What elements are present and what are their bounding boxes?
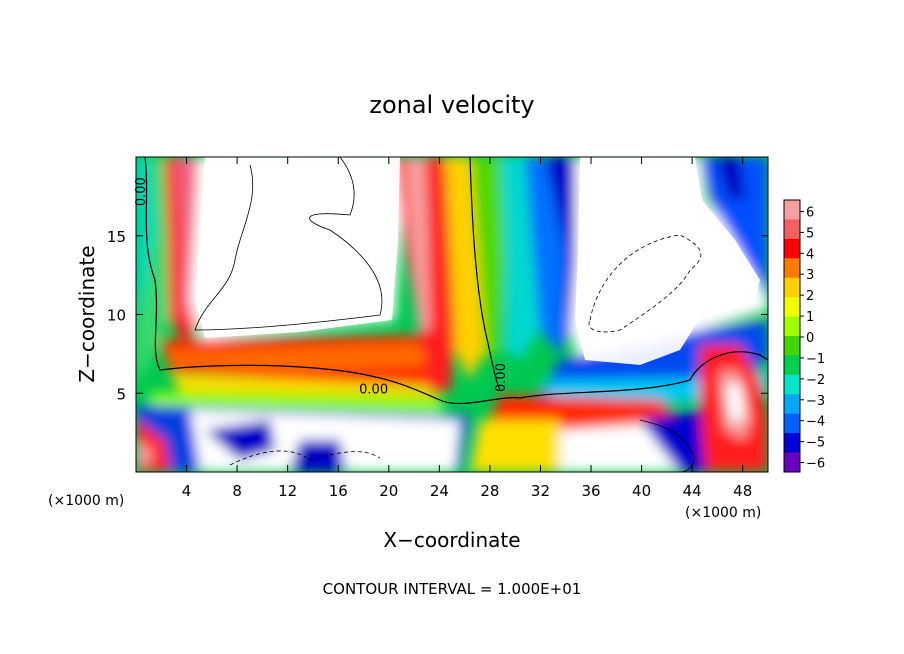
- colorbar-tick-label: 2: [806, 289, 814, 304]
- colorbar-tick-label: 1: [806, 310, 814, 325]
- colorbar-tick-label: −6: [806, 457, 825, 472]
- x-axis-label: X−coordinate: [383, 528, 520, 552]
- colorbar-swatch: [784, 355, 800, 376]
- colorbar-swatch: [784, 413, 800, 434]
- colorbar-swatch: [784, 238, 800, 259]
- colorbar-tick-label: 4: [806, 247, 814, 262]
- colorbar-tick-label: 0: [806, 331, 814, 346]
- x-tick-label: 24: [430, 482, 449, 500]
- y-tick-label: 15: [107, 228, 126, 246]
- colorbar-swatch: [784, 200, 800, 220]
- colorbar-frame: [783, 199, 801, 473]
- contour-label: 0.00: [359, 382, 388, 397]
- colorbar-swatch: [784, 258, 800, 279]
- x-tick-label: 32: [531, 482, 550, 500]
- colorbar-swatch: [784, 277, 800, 298]
- chart-title: zonal velocity: [369, 91, 534, 119]
- y-tick-label: 5: [116, 385, 126, 403]
- x-tick-label: 20: [379, 482, 398, 500]
- contour-label: 0.00: [494, 363, 509, 392]
- colorbar-tick-label: −2: [806, 373, 825, 388]
- colorbar-tick-label: −1: [806, 352, 825, 367]
- colorbar-swatch: [784, 336, 800, 356]
- colorbar-tick-label: 5: [806, 226, 814, 241]
- colorbar-swatch: [784, 374, 800, 395]
- y-axis: 5 10 15: [107, 228, 768, 403]
- colorbar-swatch: [784, 452, 800, 473]
- x-tick-label: 12: [278, 482, 297, 500]
- y-tick-label: 10: [107, 307, 126, 325]
- colorbar-swatch: [784, 316, 800, 337]
- x-tick-label: 48: [733, 482, 752, 500]
- colorbar-tick-label: −4: [806, 415, 825, 430]
- contour-interval-footer: CONTOUR INTERVAL = 1.000E+01: [323, 580, 582, 598]
- colorbar-swatch: [784, 219, 800, 240]
- colorbar-tick-label: −5: [806, 436, 825, 451]
- x-tick-label: 28: [480, 482, 499, 500]
- x-tick-label: 44: [683, 482, 702, 500]
- colorbar-swatch: [784, 394, 800, 415]
- velocity-field: [136, 157, 768, 472]
- y-axis-label: Z−coordinate: [75, 245, 99, 382]
- colorbar: 6 5 4 3 2 1 0 −1 −2 −3 −4 −5 −6: [783, 199, 825, 473]
- x-unit-right: (×1000 m): [685, 505, 761, 521]
- colorbar-swatch: [784, 297, 800, 318]
- x-tick-label: 40: [632, 482, 651, 500]
- colorbar-swatch: [784, 433, 800, 454]
- contour-lines: [144, 157, 768, 472]
- x-tick-label: 16: [329, 482, 348, 500]
- colorbar-tick-label: 6: [806, 205, 814, 220]
- x-axis: 4 8 12 16 20 24 28 32 36 40 44 48: [182, 157, 752, 500]
- x-unit-left: (×1000 m): [48, 493, 124, 509]
- x-tick-label: 36: [581, 482, 600, 500]
- colorbar-tick-label: −3: [806, 394, 825, 409]
- colorbar-tick-label: 3: [806, 268, 814, 283]
- x-tick-label: 8: [232, 482, 242, 500]
- x-tick-label: 4: [182, 482, 192, 500]
- contour-label: 0.00: [134, 177, 149, 206]
- contour-label-layer: 0.00 0.00 0.00: [134, 177, 509, 397]
